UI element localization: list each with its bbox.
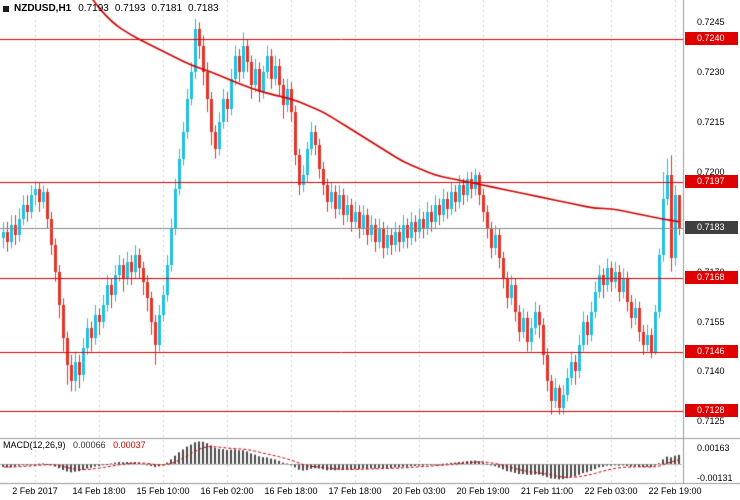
time-axis-label: 2 Feb 2017 xyxy=(12,486,58,496)
macd-axis-max-label: 0.00163 xyxy=(697,443,730,453)
time-axis-label: 20 Feb 03:00 xyxy=(392,486,446,496)
price-axis-label: 0.7125 xyxy=(697,416,725,426)
ohlc-high-value: 0.7193 xyxy=(114,3,146,14)
price-level-tag: 0.7128 xyxy=(685,404,738,417)
time-axis-label: 17 Feb 18:00 xyxy=(328,486,382,496)
price-level-tag: 0.7168 xyxy=(685,271,738,284)
macd-name: MACD(12,26,9) xyxy=(3,440,66,450)
time-axis-label: 16 Feb 18:00 xyxy=(264,486,318,496)
price-axis-label: 0.7155 xyxy=(697,317,725,327)
macd-axis-min-label: -0.00131 xyxy=(697,473,733,483)
macd-value-main: 0.00066 xyxy=(73,440,106,450)
current-price-tag: 0.7183 xyxy=(685,221,738,234)
price-axis-label: 0.7200 xyxy=(697,167,725,177)
time-axis-label: 15 Feb 10:00 xyxy=(136,486,190,496)
ohlc-low-value: 0.7181 xyxy=(151,3,183,14)
time-axis[interactable]: 2 Feb 2017 14 Feb 18:00 15 Feb 10:00 16 Feb… xyxy=(0,484,740,498)
time-axis-label: 14 Feb 18:00 xyxy=(72,486,126,496)
price-level-tag: 0.7146 xyxy=(685,345,738,358)
price-axis-label: 0.7215 xyxy=(697,117,725,127)
price-level-tag: 0.7197 xyxy=(685,175,738,188)
ohlc-close-value: 0.7183 xyxy=(188,3,219,14)
price-level-tag: 0.7240 xyxy=(685,32,738,45)
macd-value-signal: 0.00037 xyxy=(113,440,146,450)
ohlc-open-value: 0.7193 xyxy=(78,3,109,14)
price-axis-label: 0.7245 xyxy=(697,17,725,27)
time-axis-label: 21 Feb 11:00 xyxy=(520,486,574,496)
price-axis-label: 0.7230 xyxy=(697,67,725,77)
price-axis[interactable]: 0.72450.72300.72150.72000.71700.71550.71… xyxy=(684,0,740,500)
chart-title: NZDUSD,H1 0.7193 0.7193 0.7181 0.7183 xyxy=(3,3,225,14)
time-axis-label: 20 Feb 19:00 xyxy=(456,486,510,496)
time-axis-label: 16 Feb 02:00 xyxy=(200,486,254,496)
time-axis-label: 22 Feb 19:00 xyxy=(648,486,702,496)
time-axis-label: 22 Feb 03:00 xyxy=(584,486,638,496)
symbol-marker-icon xyxy=(3,5,9,12)
macd-indicator-label: MACD(12,26,9) 0.00066 0.00037 xyxy=(3,440,151,450)
price-axis-label: 0.7140 xyxy=(697,366,725,376)
symbol-timeframe-label: NZDUSD,H1 xyxy=(14,3,72,14)
